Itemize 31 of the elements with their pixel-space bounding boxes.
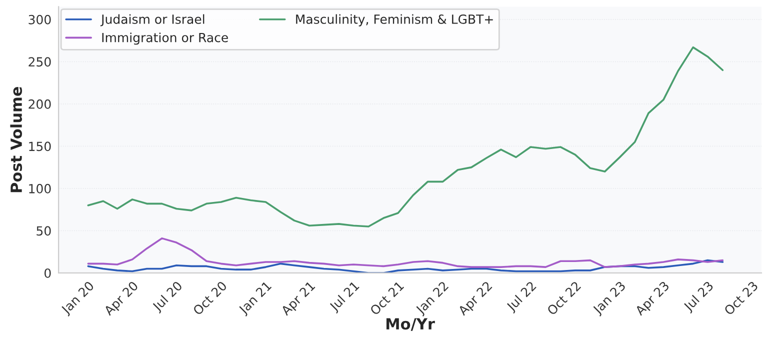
x-tick-label: Apr 21 [280, 280, 318, 318]
legend-label: Masculinity, Feminism & LGBT+ [296, 14, 493, 26]
x-axis-title: Mo/Yr [386, 318, 435, 331]
y-tick-label: 200 [28, 99, 51, 109]
x-tick-label: Jan 21 [238, 280, 274, 317]
line-series [87, 46, 724, 228]
line-series [87, 237, 724, 268]
y-tick-label: 300 [28, 14, 51, 24]
x-tick-label: Oct 22 [546, 280, 582, 316]
x-tick-label: Oct 20 [192, 280, 228, 316]
x-tick-label: Jan 23 [592, 280, 628, 317]
y-tick-label: 50 [36, 226, 51, 236]
y-tick-label: 250 [28, 57, 51, 67]
x-tick-label: Jan 20 [60, 280, 96, 317]
x-tick-label: Jul 22 [505, 280, 538, 314]
y-tick-label: 100 [29, 184, 51, 194]
legend-label: Immigration or Race [102, 32, 228, 45]
x-tick-label: Jan 22 [414, 280, 450, 317]
x-tick-label: Jul 20 [151, 280, 184, 314]
y-tick-label: 0 [44, 268, 51, 278]
y-tick-label: 150 [29, 142, 51, 152]
x-tick-label: Oct 21 [369, 280, 404, 316]
x-tick-label: Jul 23 [682, 280, 716, 314]
x-tick-label: Apr 23 [634, 280, 672, 318]
legend-label: Judaism or Israel [100, 14, 204, 26]
x-tick-label: Apr 20 [103, 280, 140, 318]
line-series [87, 259, 724, 273]
x-tick-label: Apr 22 [457, 280, 494, 318]
y-axis-title: Post Volume [10, 86, 22, 192]
x-tick-label: Jul 21 [328, 280, 362, 314]
x-tick-label: Oct 23 [724, 280, 758, 316]
